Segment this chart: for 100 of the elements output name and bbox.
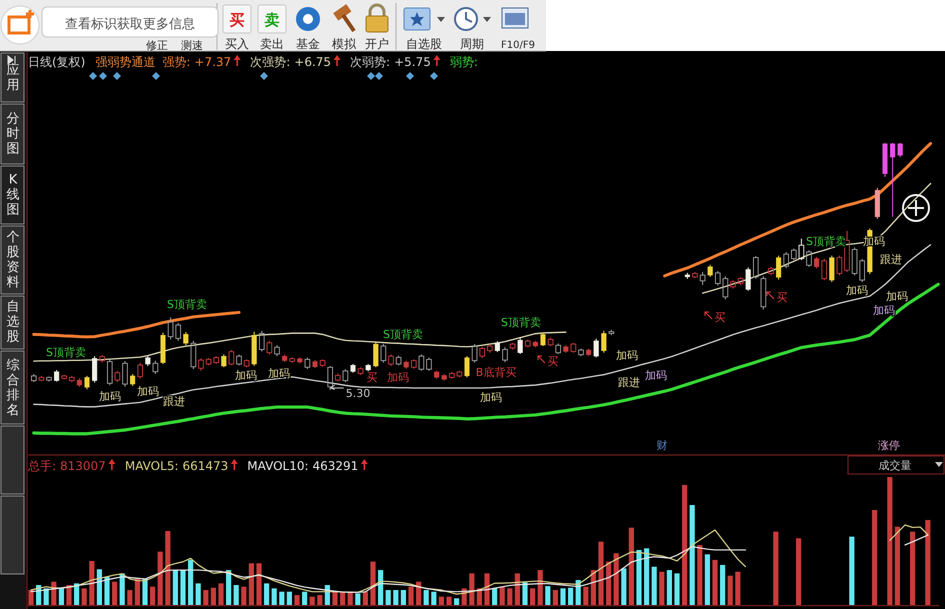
text: F10/F9 <box>501 40 535 51</box>
bar <box>248 563 254 605</box>
candlestick <box>168 316 174 340</box>
text: 813007 <box>60 459 106 473</box>
bar <box>302 592 308 605</box>
annotation: S顶背卖 <box>806 235 846 248</box>
bar <box>606 562 612 605</box>
text: 买入 <box>225 37 249 51</box>
text: +6.75 <box>294 55 332 69</box>
bar <box>89 560 94 605</box>
bar <box>294 595 300 605</box>
bar <box>500 586 505 605</box>
bar <box>28 590 34 605</box>
annotation: 跟进 <box>618 376 640 389</box>
bar <box>849 536 854 605</box>
annotation: 加码 <box>863 235 885 248</box>
text: 次强势: <box>250 55 290 69</box>
text: 买 <box>230 11 244 29</box>
bar <box>712 560 718 605</box>
bar <box>872 510 878 605</box>
text: 自选股 <box>6 300 20 344</box>
bar <box>576 580 581 605</box>
text: 强势: <box>162 55 190 69</box>
text: 修正 <box>146 39 168 52</box>
annotation: B底背买 <box>476 366 516 379</box>
bar <box>112 582 118 605</box>
text: +5.75 <box>394 55 431 69</box>
text: 财 <box>656 439 668 452</box>
bar <box>507 588 512 605</box>
text: 成交量 <box>878 459 912 472</box>
bar <box>704 554 710 605</box>
text: 弱势: <box>450 55 478 69</box>
bar <box>279 592 284 605</box>
bar <box>172 570 178 605</box>
bar <box>652 566 657 605</box>
candlestick <box>874 187 880 220</box>
text: 开户 <box>365 37 389 51</box>
text: 涨停 <box>878 439 900 452</box>
bar <box>674 573 680 605</box>
bar <box>210 588 216 605</box>
candlestick <box>776 255 782 280</box>
text: 应用 <box>6 62 20 93</box>
bar <box>636 550 642 605</box>
chart-subtitle: 强弱势通道 <box>95 55 156 69</box>
bar <box>196 583 201 605</box>
bar <box>614 553 619 605</box>
bar <box>264 583 270 605</box>
annotation: S顶背卖 <box>383 328 423 341</box>
annotation: S顶背卖 <box>167 298 207 311</box>
candlestick <box>798 238 804 261</box>
bar <box>682 484 688 605</box>
bar <box>735 572 740 605</box>
bar <box>348 592 353 605</box>
text: 卖出 <box>260 37 284 51</box>
bar <box>522 582 528 605</box>
bar <box>340 592 346 605</box>
text: 周期 <box>460 37 484 51</box>
bar <box>598 542 604 605</box>
annotation: 5.30 <box>346 387 370 400</box>
text: MAVOL5: <box>124 459 179 473</box>
bar <box>538 570 543 605</box>
annotation: 加码 <box>616 349 638 362</box>
bar <box>150 586 156 605</box>
text: 加码 <box>480 391 502 404</box>
bar <box>530 588 536 605</box>
bar <box>355 593 360 605</box>
annotation: 加码 <box>645 369 667 382</box>
chart-title: 日线(复权) <box>28 55 86 69</box>
text: 模拟 <box>332 37 357 51</box>
candlestick <box>890 144 896 218</box>
candlestick <box>183 331 188 346</box>
candlestick <box>252 331 257 367</box>
annotation: S顶背卖 <box>46 346 86 359</box>
bar <box>894 526 900 605</box>
bar <box>431 592 436 605</box>
bar <box>256 563 262 605</box>
bar <box>203 590 208 605</box>
text: 个股资料 <box>6 230 20 290</box>
bar <box>82 588 87 605</box>
bar <box>158 552 163 605</box>
bar <box>408 586 414 605</box>
text: 次弱势: <box>350 55 390 69</box>
bar <box>560 588 566 605</box>
bar <box>180 570 186 605</box>
candlestick <box>464 356 470 378</box>
candlestick <box>844 230 850 273</box>
bar <box>424 590 429 605</box>
bar <box>552 590 558 605</box>
annotation: 买 <box>548 355 558 368</box>
bar <box>446 596 452 605</box>
bar <box>188 560 194 605</box>
text: 661473 <box>182 459 228 473</box>
bar <box>241 586 246 605</box>
bar <box>378 570 384 605</box>
text: 跟进 <box>163 395 185 408</box>
text: 测速 <box>181 39 203 52</box>
bar <box>925 520 930 605</box>
candlestick <box>404 360 409 370</box>
text: 卖 <box>264 11 280 29</box>
bar <box>697 544 702 605</box>
